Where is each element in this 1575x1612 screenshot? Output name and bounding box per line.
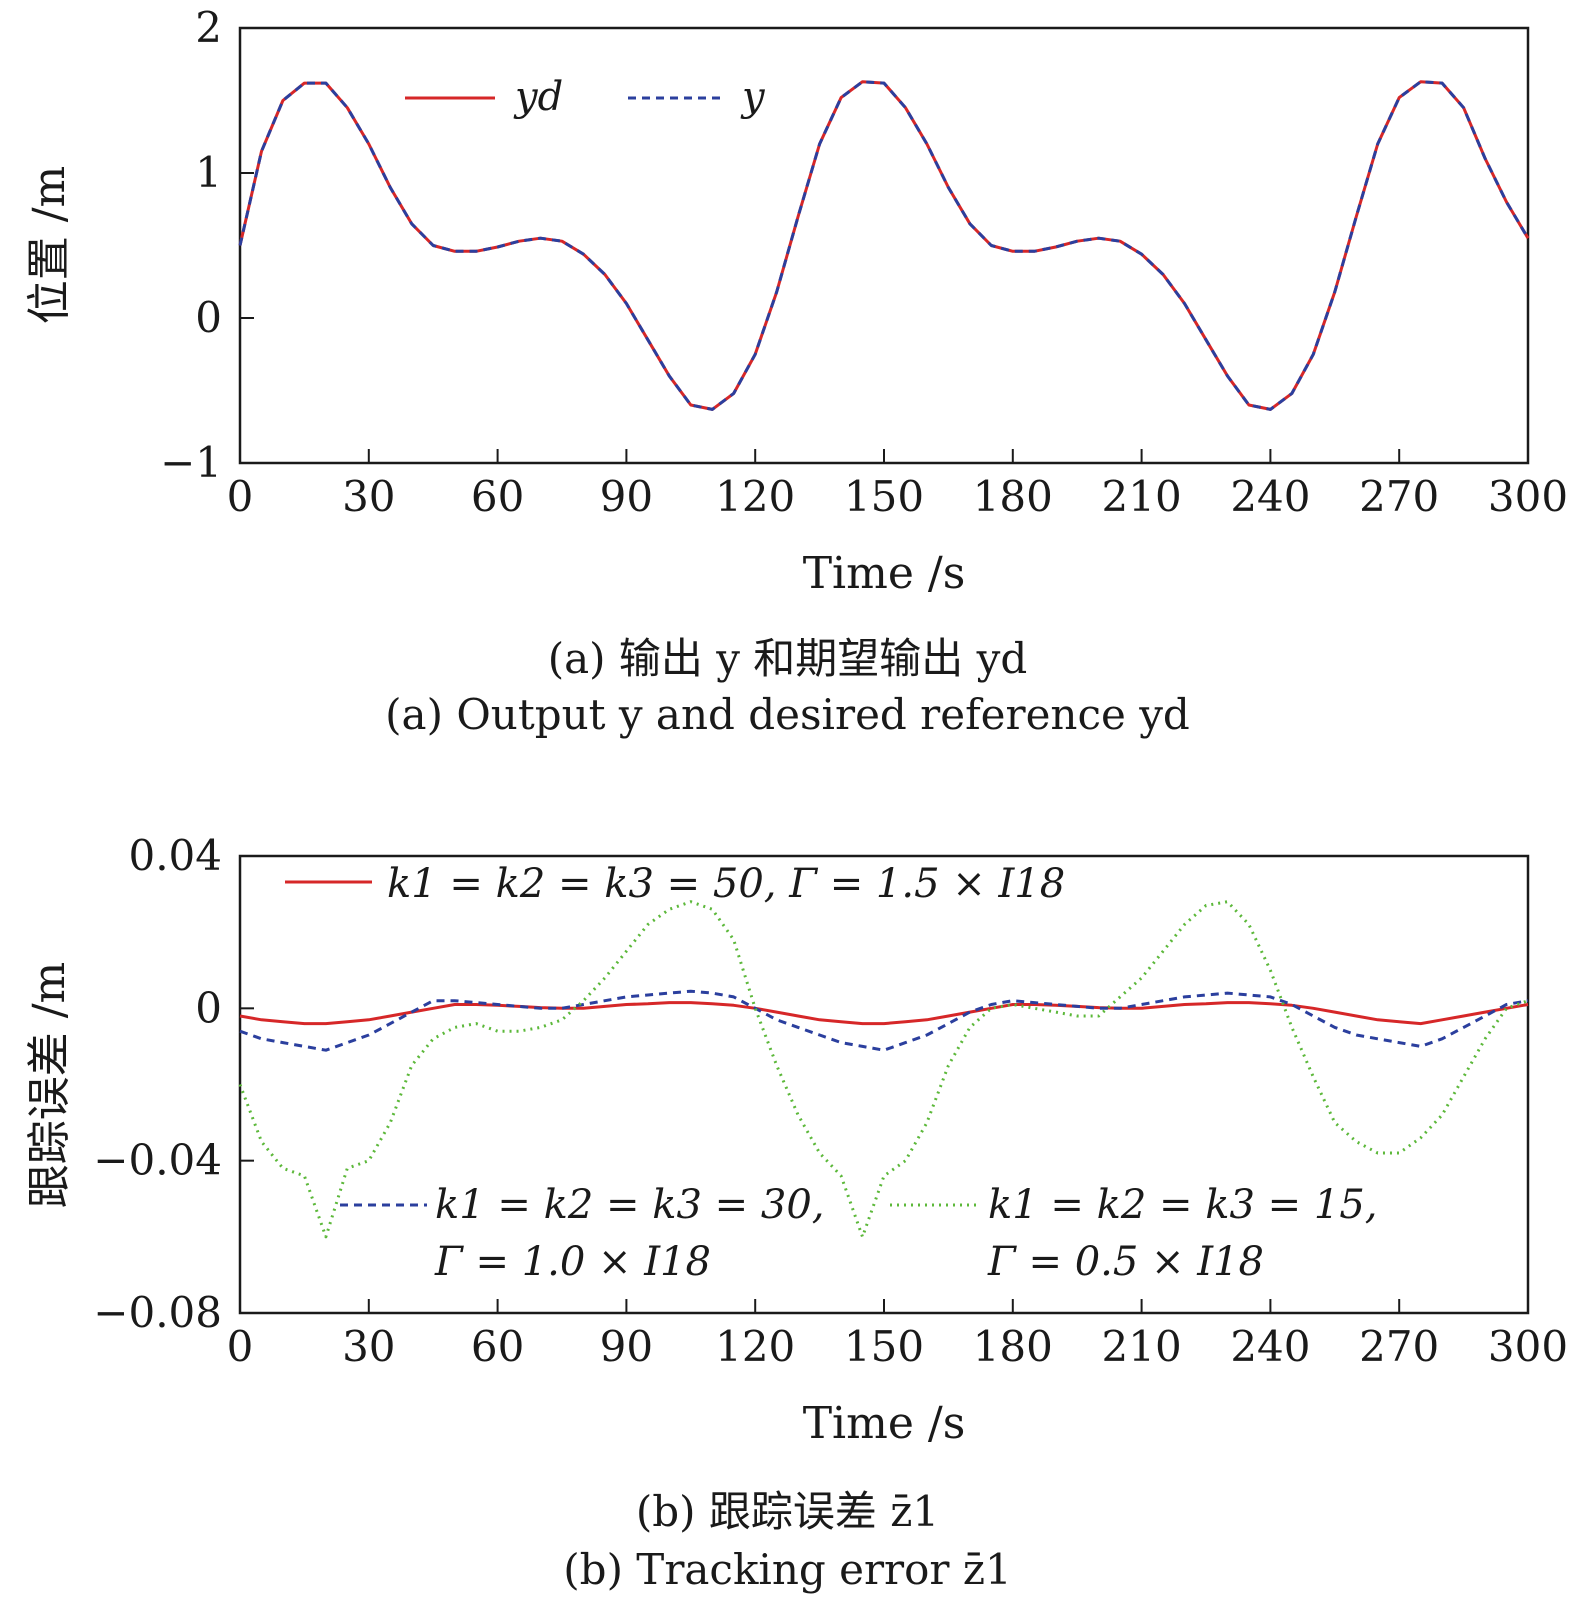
- x-tick-label: 60: [471, 472, 524, 521]
- x-tick-label: 270: [1359, 1322, 1439, 1371]
- x-tick-label: 30: [342, 472, 395, 521]
- x-tick-label: 270: [1359, 472, 1439, 521]
- x-axis-label-b: Time /s: [802, 1398, 966, 1449]
- caption-a-cn: (a) 输出 y 和期望输出 yd: [547, 634, 1028, 683]
- caption-a-en: (a) Output y and desired reference yd: [385, 690, 1190, 739]
- lines-a: [238, 80, 1530, 411]
- legend-b: k1 = k2 = k3 = 50, Γ = 1.5 × I18 k1 = k2…: [285, 861, 1378, 1285]
- y-tick-label: 1: [195, 148, 222, 197]
- x-tick-label: 210: [1102, 472, 1182, 521]
- x-tick-label: 90: [600, 472, 653, 521]
- x-tick-label: 120: [715, 472, 795, 521]
- x-tick-label: 0: [227, 472, 254, 521]
- legend-y-label: y: [740, 74, 766, 120]
- x-tick-label: 180: [973, 1322, 1053, 1371]
- panel-b: 0 30 60 90 120 150 180 210 240 270 300 −0.08 −0.04 0 0…: [93, 831, 1568, 1371]
- y-tick-label: 0: [195, 983, 222, 1032]
- x-tick-label: 90: [600, 1322, 653, 1371]
- legend-yd-label: yd: [513, 74, 563, 120]
- x-tick-label: 300: [1488, 1322, 1568, 1371]
- y-axis-label-b: 跟踪误差 /m: [24, 961, 75, 1209]
- x-tick-label: 240: [1230, 472, 1310, 521]
- x-tick-label: 240: [1230, 1322, 1310, 1371]
- x-tick-label: 150: [844, 1322, 924, 1371]
- y-tick-label: 0: [195, 293, 222, 342]
- y-tick-label: 2: [195, 3, 222, 52]
- x-tick-label: 300: [1488, 472, 1568, 521]
- x-tick-label: 210: [1102, 1322, 1182, 1371]
- x-tick-label: 120: [715, 1322, 795, 1371]
- y-axis-label-a: 位置 /m: [24, 165, 75, 325]
- series-line-0: [239, 1001, 1529, 1026]
- x-tick-label: 0: [227, 1322, 254, 1371]
- series-line-1: [239, 989, 1529, 1052]
- x-tick-label: 60: [471, 1322, 524, 1371]
- legend-red-label: k1 = k2 = k3 = 50, Γ = 1.5 × I18: [387, 861, 1065, 907]
- x-tick-label: 30: [342, 1322, 395, 1371]
- x-axis-label-a: Time /s: [802, 548, 966, 599]
- y-tick-label: −0.08: [93, 1288, 222, 1337]
- legend-green-label-2: Γ = 0.5 × I18: [987, 1239, 1264, 1285]
- x-tick-label: 150: [844, 472, 924, 521]
- lines-b: [238, 900, 1529, 1239]
- ticks-b: 0 30 60 90 120 150 180 210 240 270 300 −0.08 −0.04 0 0…: [93, 831, 1568, 1371]
- legend-blue-label-2: Γ = 1.0 × I18: [434, 1239, 711, 1285]
- legend-blue-label-1: k1 = k2 = k3 = 30,: [435, 1182, 825, 1228]
- y-tick-label: −0.04: [93, 1136, 222, 1185]
- legend-green-label-1: k1 = k2 = k3 = 15,: [988, 1182, 1378, 1228]
- caption-b-cn: (b) 跟踪误差 z̄1: [635, 1487, 940, 1536]
- y-tick-label: 0.04: [128, 831, 222, 880]
- caption-b-en: (b) Tracking error z̄1: [563, 1545, 1012, 1594]
- x-tick-label: 180: [973, 472, 1053, 521]
- legend-a: yd y: [405, 74, 766, 120]
- y-tick-label: −1: [160, 438, 222, 487]
- plot-frame-b: [238, 854, 1530, 1315]
- series-line-1: [238, 80, 1530, 411]
